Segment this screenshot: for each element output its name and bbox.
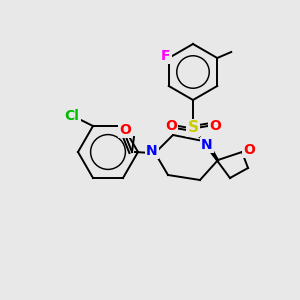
Text: N: N (201, 138, 213, 152)
Text: O: O (165, 119, 177, 133)
Text: Cl: Cl (64, 109, 80, 123)
Text: S: S (188, 121, 199, 136)
Text: O: O (119, 123, 131, 137)
Text: N: N (146, 144, 158, 158)
Text: F: F (161, 49, 170, 63)
Text: O: O (209, 119, 221, 133)
Text: O: O (243, 143, 255, 157)
